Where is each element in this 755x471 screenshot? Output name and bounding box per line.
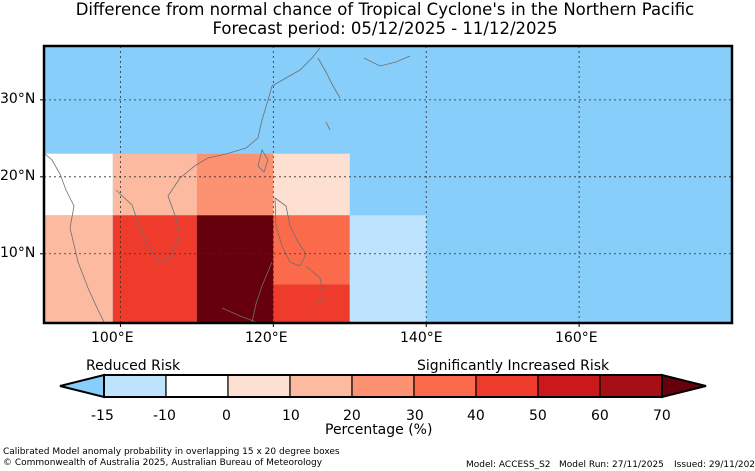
lat-label-30n: 30°N <box>0 91 36 107</box>
colorbar-swatch <box>103 374 167 398</box>
risk-cell <box>273 284 350 323</box>
lon-label-160e: 160°E <box>555 330 598 346</box>
increased-risk-label: Significantly Increased Risk <box>417 358 610 374</box>
footer-model-run: Model Run: 27/11/2025 <box>559 460 664 470</box>
colorbar-tick: 10 <box>282 408 300 424</box>
risk-cell <box>273 215 350 285</box>
colorbar-over-arrow <box>661 373 707 399</box>
lat-label-20n: 20°N <box>0 168 36 184</box>
lon-label-120e: 120°E <box>245 330 288 346</box>
footer-note: Calibrated Model anomaly probability in … <box>3 447 340 457</box>
colorbar-tick: -15 <box>91 408 114 424</box>
coastlines <box>43 47 411 323</box>
colorbar-swatch <box>413 374 477 398</box>
colorbar-swatch <box>227 374 291 398</box>
chart-title: Difference from normal chance of Tropica… <box>75 0 695 19</box>
colorbar-swatch <box>475 374 539 398</box>
colorbar-tick: 70 <box>653 408 671 424</box>
colorbar-tick: 50 <box>529 408 547 424</box>
footer-model: Model: ACCESS_S2 <box>466 460 551 470</box>
lon-label-140e: 140°E <box>400 330 443 346</box>
colorbar-tick: 40 <box>467 408 485 424</box>
colorbar-title: Percentage (%) <box>325 422 433 438</box>
lon-label-100e: 100°E <box>91 330 134 346</box>
colorbar-swatch <box>599 374 663 398</box>
footer-copyright: © Commonwealth of Australia 2025, Austra… <box>3 458 323 468</box>
risk-cell <box>112 215 197 323</box>
colorbar-swatch <box>537 374 601 398</box>
colorbar-swatch <box>289 374 353 398</box>
colorbar-tick: 20 <box>343 408 361 424</box>
colorbar-tick: -10 <box>153 408 176 424</box>
reduced-risk-label: Reduced Risk <box>86 358 181 374</box>
colorbar-frame <box>103 374 663 398</box>
colorbar-tick: 30 <box>406 408 424 424</box>
footer-issued: Issued: 29/11/2025 <box>674 460 755 470</box>
map-frame <box>42 44 734 325</box>
colorbar-tick: 60 <box>591 408 609 424</box>
colorbar-tick: 0 <box>222 408 231 424</box>
colorbar-under-arrow <box>59 373 105 399</box>
lat-label-10n: 10°N <box>0 245 36 261</box>
graticule <box>44 46 732 323</box>
colorbar-swatch <box>165 374 229 398</box>
risk-cell <box>44 153 113 216</box>
risk-cell <box>196 153 274 216</box>
forecast-period: Forecast period: 05/12/2025 - 11/12/2025 <box>212 19 558 38</box>
colorbar-swatch <box>351 374 415 398</box>
risk-cell <box>196 215 274 323</box>
risk-cell <box>349 215 427 323</box>
risk-cell <box>44 215 113 323</box>
risk-cell <box>273 153 350 216</box>
